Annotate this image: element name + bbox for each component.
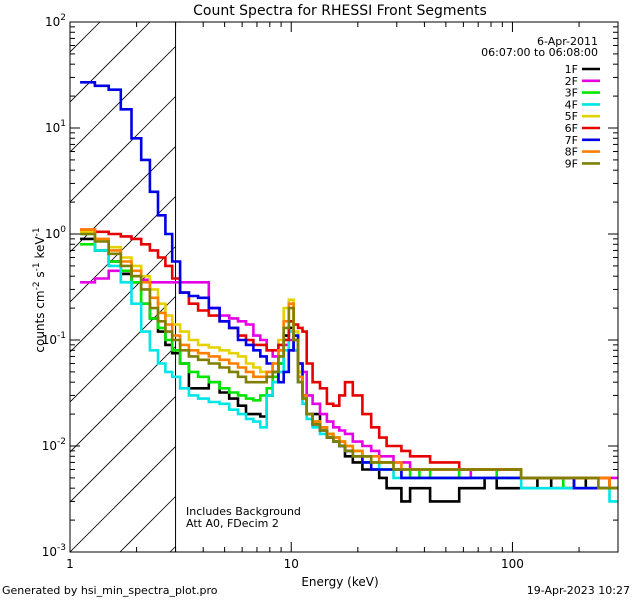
legend-label-5F: 5F xyxy=(565,110,578,123)
y-tick-label: 100 xyxy=(45,225,66,241)
x-tick-label: 10 xyxy=(284,557,299,571)
legend-label-3F: 3F xyxy=(565,87,578,100)
plot-frame xyxy=(69,21,619,553)
y-tick-label: 101 xyxy=(45,119,66,135)
legend-label-9F: 9F xyxy=(565,157,578,170)
date-label: 6-Apr-2011 xyxy=(537,35,598,48)
x-axis-label: Energy (keV) xyxy=(301,575,378,589)
x-tick-label: 1 xyxy=(66,557,74,571)
timestamp-label: 19-Apr-2023 10:27 xyxy=(527,584,630,597)
y-tick-label: 10-3 xyxy=(42,543,66,559)
series-line-7F xyxy=(80,81,618,490)
legend-label-7F: 7F xyxy=(565,134,578,147)
legend-label-2F: 2F xyxy=(565,75,578,88)
legend-label-4F: 4F xyxy=(565,98,578,111)
x-tick-label: 100 xyxy=(501,557,524,571)
legend-label-6F: 6F xyxy=(565,122,578,135)
y-tick-labels: 10-3 10-2 10-1 100 101 102 xyxy=(42,13,67,559)
y-tick-label: 10-1 xyxy=(42,331,66,347)
y-tick-label: 10-2 xyxy=(42,437,66,453)
hatch-cover xyxy=(175,22,618,552)
legend-label-1F: 1F xyxy=(565,63,578,76)
hatch-line xyxy=(70,22,201,153)
generated-by-label: Generated by hsi_min_spectra_plot.pro xyxy=(2,584,218,597)
annotation-attenuator: Att A0, FDecim 2 xyxy=(186,517,279,530)
series-line-6F xyxy=(80,228,618,490)
series-line-9F xyxy=(80,232,618,490)
time-range-label: 06:07:00 to 06:08:00 xyxy=(481,46,598,59)
x-tick-labels: 1 10 100 xyxy=(66,557,524,571)
y-tick-label: 102 xyxy=(45,13,66,29)
annotation-background: Includes Background xyxy=(186,505,301,518)
chart-title: Count Spectra for RHESSI Front Segments xyxy=(193,3,487,19)
legend-label-8F: 8F xyxy=(565,146,578,159)
hatch-line xyxy=(70,22,251,203)
y-axis-label: counts cm-2 s-1 keV-1 xyxy=(32,227,47,352)
series-lines xyxy=(80,81,618,503)
